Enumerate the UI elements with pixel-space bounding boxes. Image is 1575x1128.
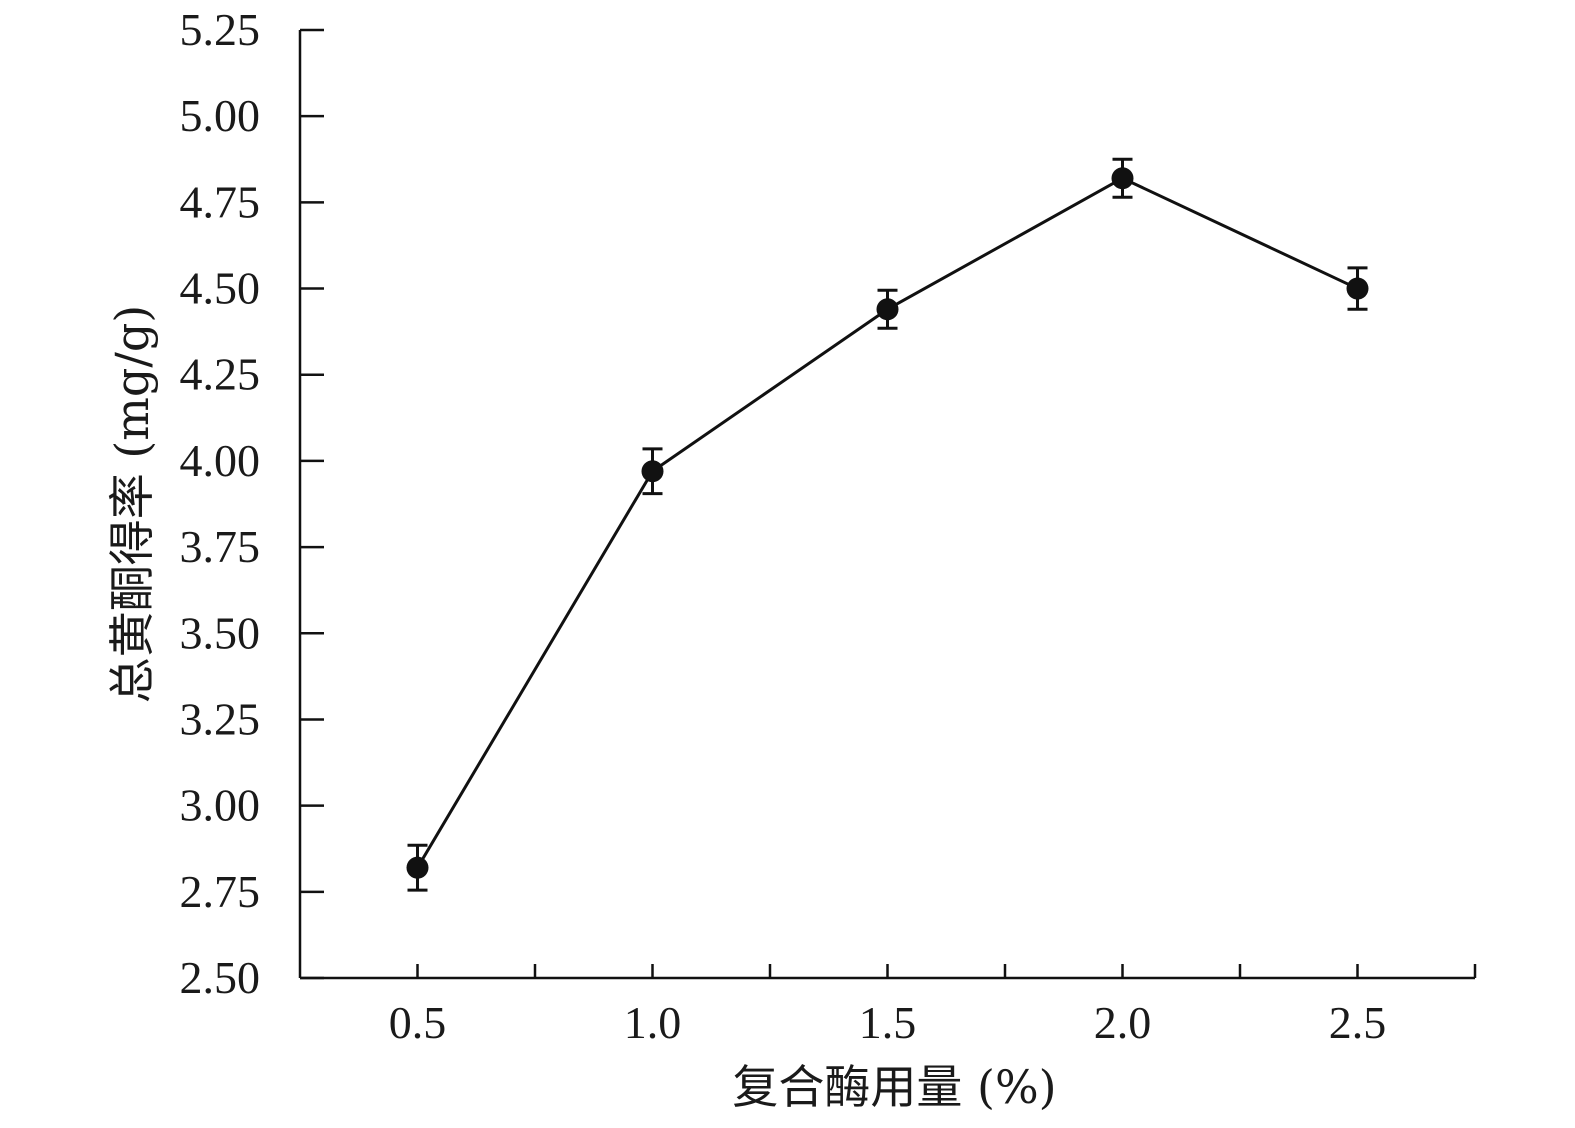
axes: [298, 30, 1475, 980]
y-axis-ticks: 2.50 2.75 3.00 3.25 3.50 3.75 4.00 4.25 4.50 4.75…: [180, 4, 324, 1003]
x-tick-label: 1.5: [859, 997, 917, 1048]
series-line: [416, 176, 1359, 869]
data-point: [641, 460, 664, 483]
data-series: [406, 157, 1369, 892]
data-point: [406, 856, 429, 879]
y-tick-label: 4.25: [180, 349, 261, 400]
data-point: [1346, 277, 1369, 300]
y-tick-label: 2.50: [180, 952, 261, 1003]
y-axis-title: 总黄酮得率 (mg/g): [105, 305, 159, 704]
y-tick-label: 3.25: [180, 693, 261, 744]
x-axis-title: 复合酶用量 (%): [732, 1060, 1056, 1114]
y-tick-label: 3.75: [180, 521, 261, 572]
x-axis-ticks: 0.5 1.0 1.5 2.0 2.5: [389, 964, 1477, 1048]
y-tick-label: 3.50: [180, 607, 261, 658]
data-point: [876, 298, 899, 321]
y-tick-label: 3.00: [180, 780, 261, 831]
y-tick-label: 2.75: [180, 866, 261, 917]
x-tick-label: 0.5: [389, 997, 447, 1048]
y-tick-label: 5.25: [180, 4, 261, 55]
y-tick-label: 4.00: [180, 435, 261, 486]
data-point: [1111, 167, 1134, 190]
y-tick-label: 4.75: [180, 176, 261, 227]
x-tick-label: 2.5: [1329, 997, 1387, 1048]
y-tick-label: 4.50: [180, 263, 261, 314]
y-tick-label: 5.00: [180, 90, 261, 141]
x-tick-label: 2.0: [1094, 997, 1152, 1048]
x-tick-label: 1.0: [624, 997, 682, 1048]
